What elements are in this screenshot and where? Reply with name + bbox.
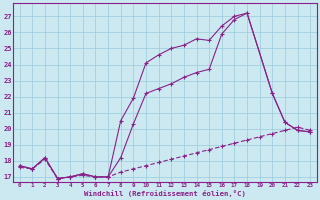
X-axis label: Windchill (Refroidissement éolien,°C): Windchill (Refroidissement éolien,°C) — [84, 190, 246, 197]
